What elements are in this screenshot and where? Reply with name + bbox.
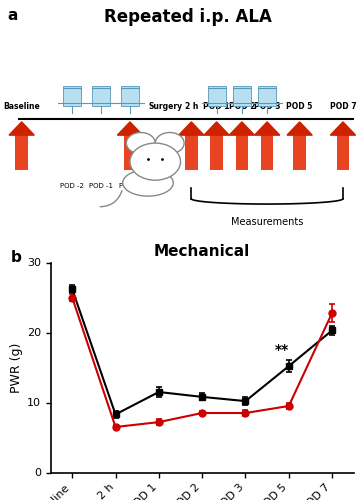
Bar: [336, 135, 349, 170]
FancyArrowPatch shape: [100, 191, 122, 206]
Circle shape: [155, 132, 184, 154]
Polygon shape: [229, 122, 255, 135]
Bar: [208, 86, 226, 106]
Bar: [123, 135, 136, 170]
Text: POD 1: POD 1: [203, 102, 230, 112]
Polygon shape: [287, 122, 312, 135]
Bar: [261, 135, 274, 170]
Text: a: a: [7, 8, 18, 23]
Text: Repeated i.p. ALA: Repeated i.p. ALA: [104, 8, 272, 26]
Polygon shape: [204, 122, 229, 135]
Polygon shape: [117, 122, 143, 135]
Text: POD 0: POD 0: [119, 183, 141, 189]
Bar: [92, 86, 110, 106]
Bar: [210, 135, 223, 170]
Text: POD 7: POD 7: [330, 102, 356, 112]
Ellipse shape: [123, 170, 173, 196]
Text: 2 h: 2 h: [184, 102, 198, 112]
Bar: [233, 86, 251, 106]
Text: **: **: [275, 343, 290, 357]
Bar: [15, 135, 28, 170]
Text: POD -1: POD -1: [89, 183, 113, 189]
Circle shape: [126, 132, 155, 154]
Text: POD 3: POD 3: [254, 102, 280, 112]
Text: Surgery: Surgery: [149, 102, 183, 112]
Bar: [185, 135, 198, 170]
Text: Measurements: Measurements: [231, 218, 303, 228]
Polygon shape: [179, 122, 204, 135]
Polygon shape: [9, 122, 34, 135]
Bar: [63, 86, 81, 106]
Bar: [121, 86, 139, 106]
Text: Baseline: Baseline: [3, 102, 40, 112]
Polygon shape: [255, 122, 280, 135]
Bar: [235, 135, 248, 170]
Title: Mechanical: Mechanical: [154, 244, 250, 258]
Circle shape: [130, 143, 180, 180]
Text: b: b: [11, 250, 22, 265]
Text: POD 5: POD 5: [286, 102, 313, 112]
Bar: [258, 86, 276, 106]
Text: POD 2: POD 2: [229, 102, 255, 112]
Bar: [293, 135, 306, 170]
Y-axis label: PWR (g): PWR (g): [9, 342, 22, 392]
Text: POD -2: POD -2: [60, 183, 84, 189]
Polygon shape: [330, 122, 356, 135]
